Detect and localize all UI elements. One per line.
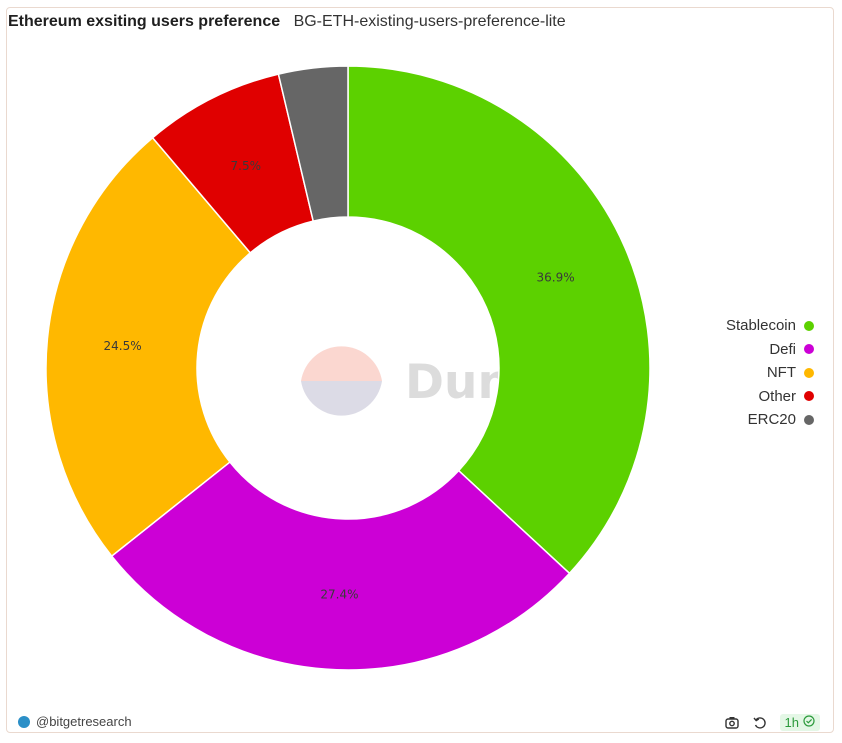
legend-label: NFT [766, 364, 796, 382]
refresh-interval: 1h [784, 715, 799, 730]
legend-swatch [804, 391, 814, 402]
chart-header: Ethereum exsiting users preference BG-ET… [8, 13, 566, 31]
chart-subtitle: BG-ETH-existing-users-preference-lite [293, 13, 566, 30]
slice-label-other: 7.5% [231, 159, 262, 173]
legend-label: Other [758, 387, 796, 405]
dune-logo-top [301, 346, 382, 381]
chart-actions: 1h [724, 714, 820, 731]
legend-swatch [804, 414, 814, 425]
dune-logo-bottom [301, 381, 382, 416]
author-handle[interactable]: @bitgetresearch [36, 714, 132, 729]
legend-item-stablecoin[interactable]: Stablecoin [726, 314, 814, 338]
author-avatar [18, 715, 30, 728]
legend-swatch [804, 344, 814, 355]
legend-swatch [804, 320, 814, 331]
slice-defi[interactable] [110, 460, 571, 671]
slice-erc20[interactable] [277, 65, 349, 222]
refresh-interval-badge[interactable]: 1h [779, 714, 820, 731]
legend-swatch [804, 367, 814, 378]
slice-stablecoin[interactable] [347, 65, 651, 575]
chart-title: Ethereum exsiting users preference [8, 13, 281, 30]
legend-item-other[interactable]: Other [726, 385, 814, 409]
slice-label-defi: 27.4% [320, 587, 358, 601]
slice-nft[interactable] [45, 136, 252, 558]
check-circle-icon [803, 715, 815, 730]
slice-label-stablecoin: 36.9% [537, 270, 575, 284]
slice-label-nft: 24.5% [104, 339, 142, 353]
refresh-icon[interactable] [752, 715, 768, 731]
legend-item-defi[interactable]: Defi [726, 338, 814, 362]
donut-slices [45, 65, 651, 671]
donut-slice-labels: 36.9% 27.4% 24.5% 7.5% [104, 159, 575, 601]
legend-label: Stablecoin [725, 317, 796, 335]
legend-label: Defi [769, 340, 796, 358]
chart-legend: Stablecoin Defi NFT Other ERC20 [726, 314, 814, 432]
legend-item-erc20[interactable]: ERC20 [726, 408, 814, 432]
author-credit: @bitgetresearch [18, 714, 132, 729]
legend-label: ERC20 [747, 411, 796, 429]
legend-item-nft[interactable]: NFT [726, 361, 814, 385]
camera-icon[interactable] [724, 715, 740, 731]
